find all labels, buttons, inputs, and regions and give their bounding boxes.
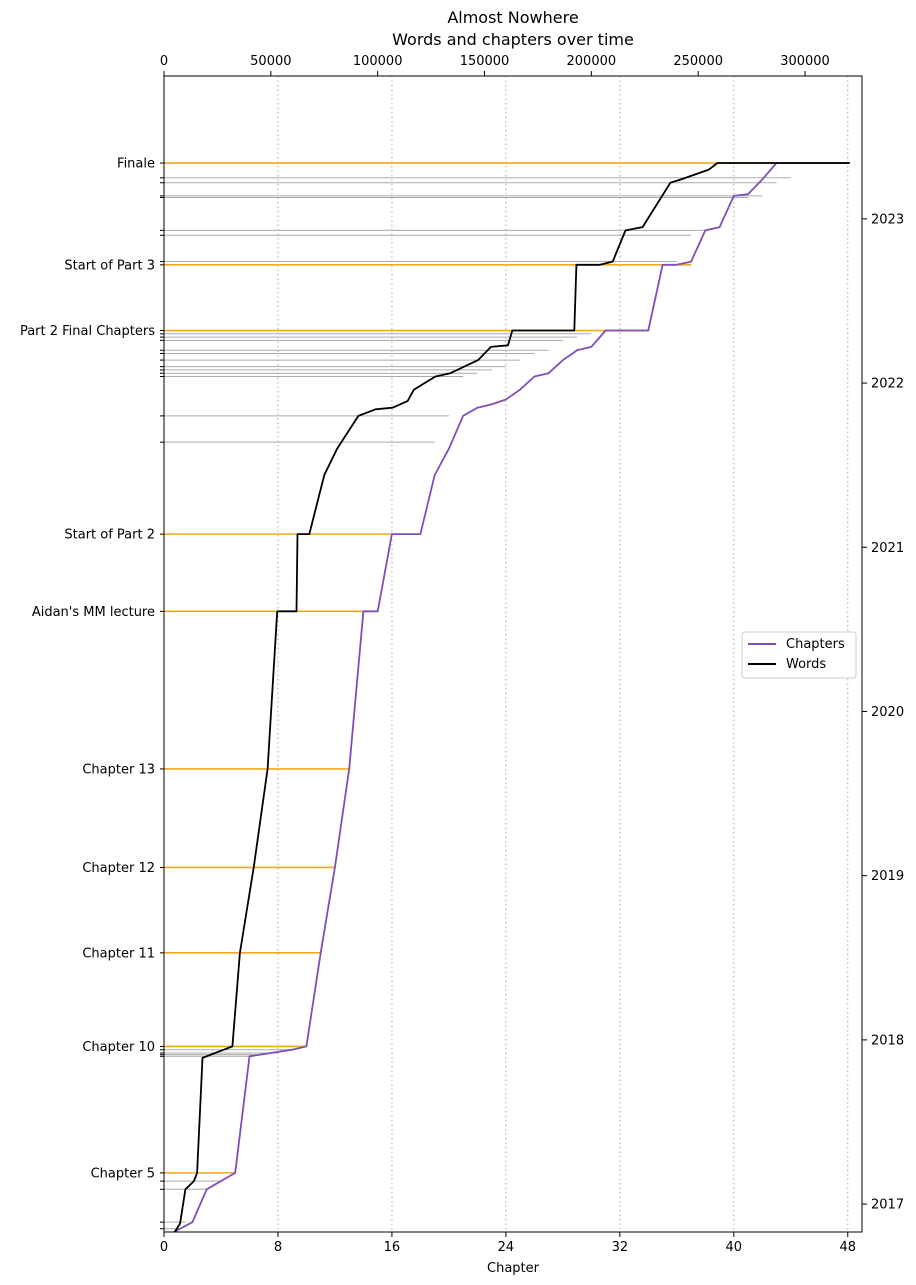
x2-tick-label: 300000 <box>780 54 830 69</box>
y-right-tick-label: 2018 <box>871 1033 904 1048</box>
y-right-tick-label: 2020 <box>871 705 904 720</box>
y-axis-left-milestones: Chapter 5 Chapter 10 Chapter 11 Chapter 12 C… <box>20 157 164 1230</box>
x-axis-bottom: 0 8 16 24 32 40 48 <box>160 1232 856 1255</box>
x-tick-label: 0 <box>160 1240 168 1255</box>
y-axis-right: 2017 2018 2019 2020 2021 2022 2023 <box>862 212 904 1213</box>
x2-tick-label: 150000 <box>460 54 510 69</box>
milestone-label: Part 2 Final Chapters <box>20 324 155 339</box>
plot-frame <box>163 75 863 1233</box>
x-tick-label: 8 <box>274 1240 282 1255</box>
x-tick-label: 32 <box>612 1240 629 1255</box>
x2-tick-label: 50000 <box>250 54 291 69</box>
x2-tick-label: 0 <box>160 54 168 69</box>
milestone-label: Start of Part 2 <box>64 528 155 543</box>
x-tick-label: 16 <box>384 1240 401 1255</box>
x-tick-label: 24 <box>498 1240 515 1255</box>
y-right-tick-label: 2017 <box>871 1198 904 1213</box>
y-right-tick-label: 2019 <box>871 869 904 884</box>
milestone-label: Chapter 5 <box>91 1166 155 1181</box>
x-gridlines <box>277 76 849 1232</box>
series-lines <box>173 162 850 1233</box>
milestone-label: Chapter 13 <box>82 762 155 777</box>
y-right-tick-label: 2022 <box>871 377 904 392</box>
x-axis-label: Chapter <box>487 1261 540 1276</box>
milestone-label: Chapter 10 <box>82 1040 155 1055</box>
chart-title: Almost Nowhere <box>447 8 578 27</box>
y-right-tick-label: 2021 <box>871 541 904 556</box>
legend: Chapters Words <box>741 631 857 679</box>
y-right-tick-label: 2023 <box>871 212 904 227</box>
x2-tick-label: 200000 <box>567 54 617 69</box>
legend-label-words: Words <box>786 657 826 672</box>
chapters-line <box>173 162 848 1233</box>
chart-subtitle: Words and chapters over time <box>392 30 634 49</box>
x2-tick-label: 250000 <box>673 54 723 69</box>
milestone-label: Chapter 11 <box>82 946 155 961</box>
milestone-label: Finale <box>117 157 155 172</box>
x-axis-top: 0 50000 100000 150000 200000 250000 300000 <box>160 54 830 76</box>
words-line <box>173 162 850 1233</box>
x-tick-label: 48 <box>839 1240 856 1255</box>
milestone-label: Start of Part 3 <box>64 258 155 273</box>
milestone-label: Aidan's MM lecture <box>32 605 155 620</box>
x2-tick-label: 100000 <box>353 54 403 69</box>
milestone-label: Chapter 12 <box>82 861 155 876</box>
legend-label-chapters: Chapters <box>786 637 845 652</box>
x-tick-label: 40 <box>726 1240 743 1255</box>
